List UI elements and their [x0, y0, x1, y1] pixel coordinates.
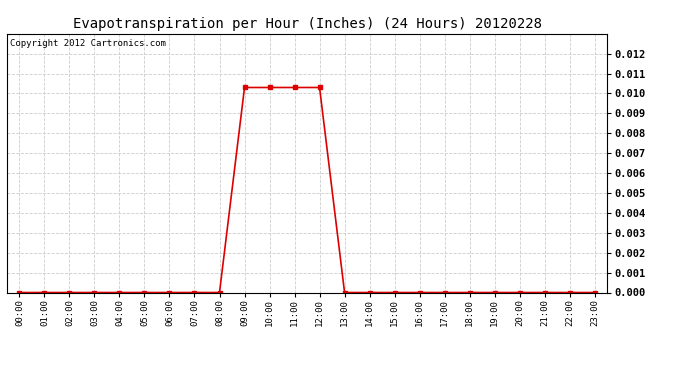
Title: Evapotranspiration per Hour (Inches) (24 Hours) 20120228: Evapotranspiration per Hour (Inches) (24… — [72, 17, 542, 31]
Text: Copyright 2012 Cartronics.com: Copyright 2012 Cartronics.com — [10, 39, 166, 48]
